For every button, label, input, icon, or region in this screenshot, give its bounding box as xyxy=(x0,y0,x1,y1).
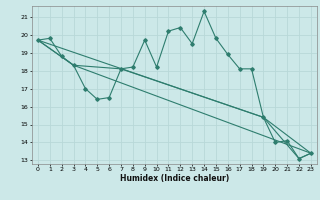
X-axis label: Humidex (Indice chaleur): Humidex (Indice chaleur) xyxy=(120,174,229,183)
